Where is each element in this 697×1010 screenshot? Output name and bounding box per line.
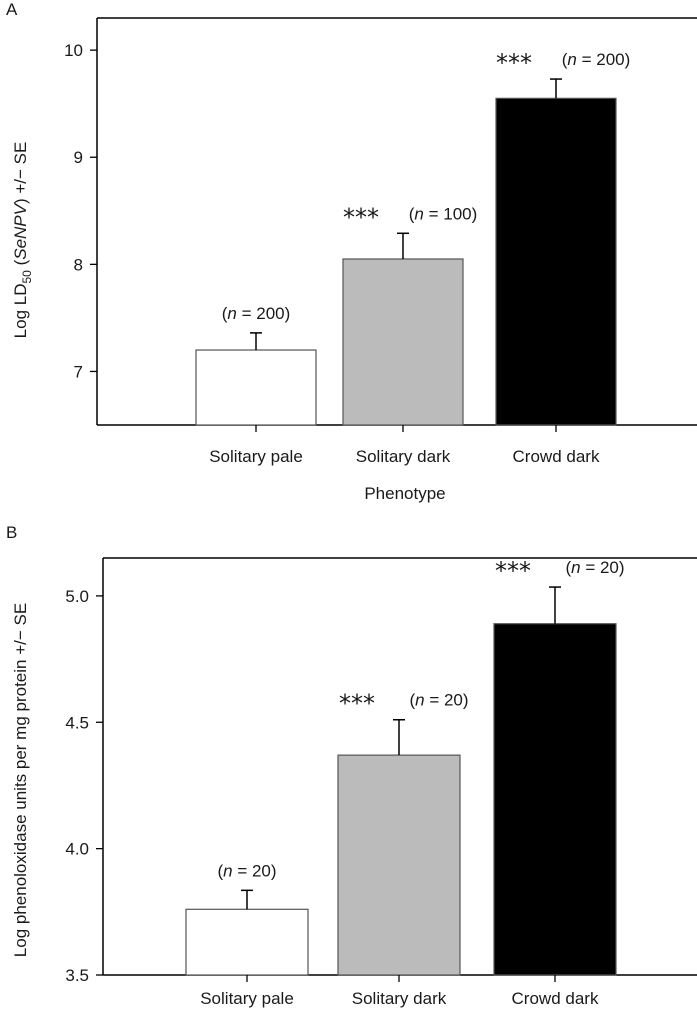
panel-b-significance-stars: *** — [339, 690, 375, 718]
panel-b-label: B — [6, 523, 17, 542]
panel-b-n-label: (n = 20) — [217, 861, 276, 880]
panel-a-x-category-label: Solitary dark — [356, 447, 451, 466]
panel-b-bar — [185, 908, 309, 976]
panel-b: B 3.5 4.0 4.5 5.0 Solitary pale Solitary dar… — [6, 523, 697, 1008]
panel-a-bar — [495, 97, 617, 426]
panel-b-n-label: (n = 20) — [409, 691, 468, 710]
panel-a-n-label: (n = 100) — [409, 204, 478, 223]
panel-a-bars — [195, 78, 617, 426]
panel-a-y-tick-label: 9 — [74, 148, 83, 167]
panel-b-bar — [337, 754, 461, 976]
panel-b-y-tick-label: 3.5 — [65, 966, 89, 985]
panel-a-y-ticks: 7 8 9 10 — [64, 41, 97, 381]
panel-a: A 7 8 9 10 Solitary pale Solitary dark Crowd … — [6, 0, 697, 503]
panel-b-annotations: (n = 20) (n = 20) *** (n = 20) *** — [217, 557, 624, 880]
panel-a-y-tick-label: 7 — [74, 362, 83, 381]
panel-a-x-category-label: Solitary pale — [209, 447, 303, 466]
panel-b-y-tick-label: 4.5 — [65, 713, 89, 732]
panel-b-bar — [493, 623, 617, 976]
panel-b-n-label: (n = 20) — [565, 558, 624, 577]
panel-a-significance-stars: *** — [343, 203, 379, 231]
panel-a-x-category-label: Crowd dark — [513, 447, 600, 466]
panel-b-bars — [185, 586, 617, 976]
panel-b-x-category-label: Solitary pale — [200, 989, 294, 1008]
panel-a-y-axis-title: Log LD50 (SeNPV) +/− SE — [11, 142, 34, 339]
panel-a-x-categories: Solitary pale Solitary dark Crowd dark — [209, 425, 600, 466]
panel-b-y-ticks: 3.5 4.0 4.5 5.0 — [65, 587, 103, 985]
panel-b-y-tick-label: 5.0 — [65, 587, 89, 606]
panel-b-x-category-label: Crowd dark — [512, 989, 599, 1008]
panel-a-annotations: (n = 200) (n = 100) *** (n = 200) *** — [222, 49, 631, 323]
panel-a-y-tick-label: 10 — [64, 41, 83, 60]
panel-b-x-categories: Solitary pale Solitary dark Crowd dark — [200, 975, 599, 1008]
panel-a-label: A — [6, 0, 18, 19]
panel-b-y-tick-label: 4.0 — [65, 840, 89, 859]
panel-b-x-category-label: Solitary dark — [352, 989, 447, 1008]
panel-a-n-label: (n = 200) — [222, 304, 291, 323]
panel-b-y-axis-title: Log phenoloxidase units per mg protein +… — [11, 603, 30, 957]
panel-a-n-label: (n = 200) — [562, 50, 631, 69]
panel-a-bar — [195, 349, 317, 426]
panel-a-bar — [342, 258, 464, 426]
panel-a-significance-stars: *** — [496, 49, 532, 77]
panel-a-x-axis-title: Phenotype — [364, 484, 445, 503]
panel-b-significance-stars: *** — [495, 557, 531, 585]
panel-a-y-tick-label: 8 — [74, 255, 83, 274]
